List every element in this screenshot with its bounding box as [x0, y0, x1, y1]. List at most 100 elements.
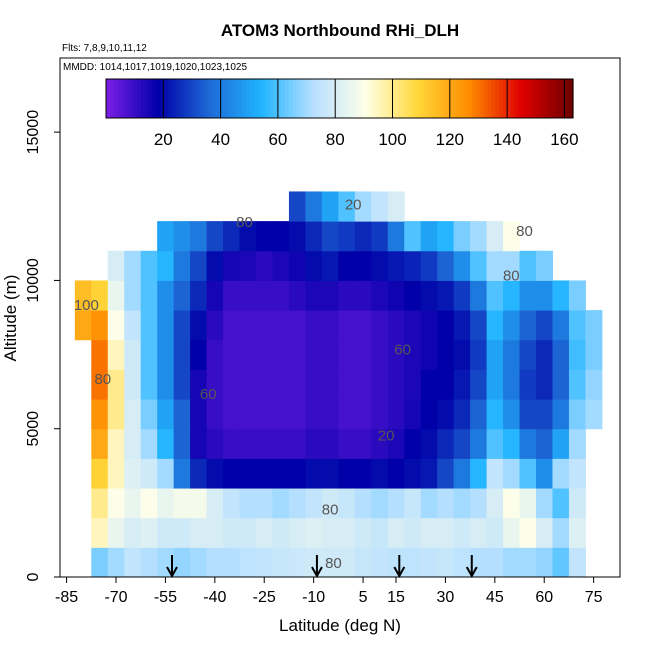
colorbar-segment [222, 79, 228, 118]
heatmap-cell [354, 458, 372, 489]
heatmap-cell [519, 399, 537, 430]
x-tick-label: -40 [203, 589, 226, 606]
colorbar-segment [413, 79, 418, 118]
heatmap-cell [272, 428, 290, 459]
colorbar-segment [479, 79, 485, 118]
colorbar-segment [148, 79, 154, 118]
heatmap-cell [190, 458, 208, 489]
colorbar-segment [277, 79, 282, 118]
heatmap-cell [437, 221, 455, 252]
heatmap-cell [91, 310, 109, 341]
heatmap-cell [256, 369, 273, 400]
heatmap-cell [140, 547, 158, 578]
heatmap-cell [157, 488, 175, 519]
contour-label: 80 [325, 555, 342, 572]
x-axis-label: Latitude (deg N) [279, 616, 401, 635]
heatmap-cell [305, 369, 323, 400]
colorbar-segment [429, 79, 434, 118]
heatmap-cell [91, 280, 109, 311]
heatmap-cell [552, 547, 570, 578]
heatmap-cell [288, 250, 306, 281]
flight-marker-arrowhead [465, 566, 478, 579]
colorbar-segment [203, 79, 208, 118]
colorbar-segment [156, 79, 162, 118]
heatmap-cell [387, 339, 405, 370]
heatmap-cell [223, 250, 241, 281]
heatmap-cell [486, 250, 504, 281]
colorbar-segment [246, 79, 251, 118]
heatmap-cell [437, 310, 455, 341]
heatmap-cell [239, 369, 257, 400]
heatmap-cell [486, 310, 504, 341]
heatmap-cell [206, 310, 224, 341]
heatmap-cell [206, 221, 224, 252]
heatmap-cell [503, 250, 521, 281]
colorbar-segment [471, 79, 477, 118]
heatmap-cell [321, 339, 339, 370]
colorbar-segment [440, 79, 446, 118]
colorbar-segment [137, 79, 142, 118]
heatmap-cell [305, 339, 323, 370]
colorbar-segment [358, 79, 364, 118]
colorbar-segment [144, 79, 150, 118]
heatmap-cell [272, 221, 290, 252]
heatmap-cell [223, 399, 241, 430]
heatmap-cell [190, 250, 208, 281]
heatmap-cell [470, 488, 488, 519]
heatmap-cell [420, 310, 438, 341]
heatmap-cell [371, 280, 389, 311]
colorbar-frame [105, 78, 574, 119]
heatmap-cell [503, 547, 521, 578]
colorbar-segment [491, 79, 496, 118]
heatmap-cell [239, 280, 257, 311]
x-tick-label: -25 [253, 589, 276, 606]
y-tick-label: 15000 [25, 110, 42, 155]
heatmap-cell [124, 339, 142, 370]
heatmap-cell [552, 517, 570, 548]
heatmap-cell [305, 280, 323, 311]
heatmap-cell [124, 310, 142, 341]
heatmap-cell [371, 399, 389, 430]
heatmap-cell [503, 339, 521, 370]
heatmap-cell [420, 280, 438, 311]
heatmap-cell [173, 517, 191, 548]
heatmap-cell [190, 310, 208, 341]
colorbar-segment [444, 79, 450, 118]
heatmap-cell [256, 250, 273, 281]
heatmap-cell [371, 458, 389, 489]
heatmap-cell [256, 221, 273, 252]
heatmap-cell [288, 399, 306, 430]
colorbar-segment [109, 79, 115, 118]
heatmap-cell [239, 458, 257, 489]
heatmap-cell [173, 488, 191, 519]
colorbar-segment [565, 79, 570, 118]
heatmap-cell [206, 517, 224, 548]
heatmap-cell [338, 221, 356, 252]
heatmap-cell [420, 488, 438, 519]
heatmap-cell [354, 191, 372, 222]
heatmap-cell [173, 547, 191, 578]
heatmap-cell [321, 310, 339, 341]
heatmap-cell [321, 428, 339, 459]
colorbar-segment [432, 79, 438, 118]
heatmap-cell [223, 310, 241, 341]
colorbar-segment [320, 79, 325, 118]
colorbar-segment [366, 79, 372, 118]
heatmap-cell [437, 250, 455, 281]
colorbar-tick-label: 20 [154, 130, 173, 149]
heatmap-cell [404, 369, 422, 400]
heatmap-cell [256, 399, 273, 430]
heatmap-cell [453, 221, 471, 252]
heatmap-cell [140, 517, 158, 548]
heatmap-cell [206, 399, 224, 430]
heatmap-cell [173, 250, 191, 281]
heatmap-cell [371, 547, 389, 578]
colorbar-segment [106, 79, 111, 118]
colorbar-tick-label: 40 [211, 130, 230, 149]
heatmap-cell [338, 339, 356, 370]
heatmap-cell [371, 488, 389, 519]
heatmap-cell [239, 221, 257, 252]
heatmap-cell [404, 517, 422, 548]
colorbar-segment [316, 79, 321, 118]
heatmap-cell [321, 250, 339, 281]
